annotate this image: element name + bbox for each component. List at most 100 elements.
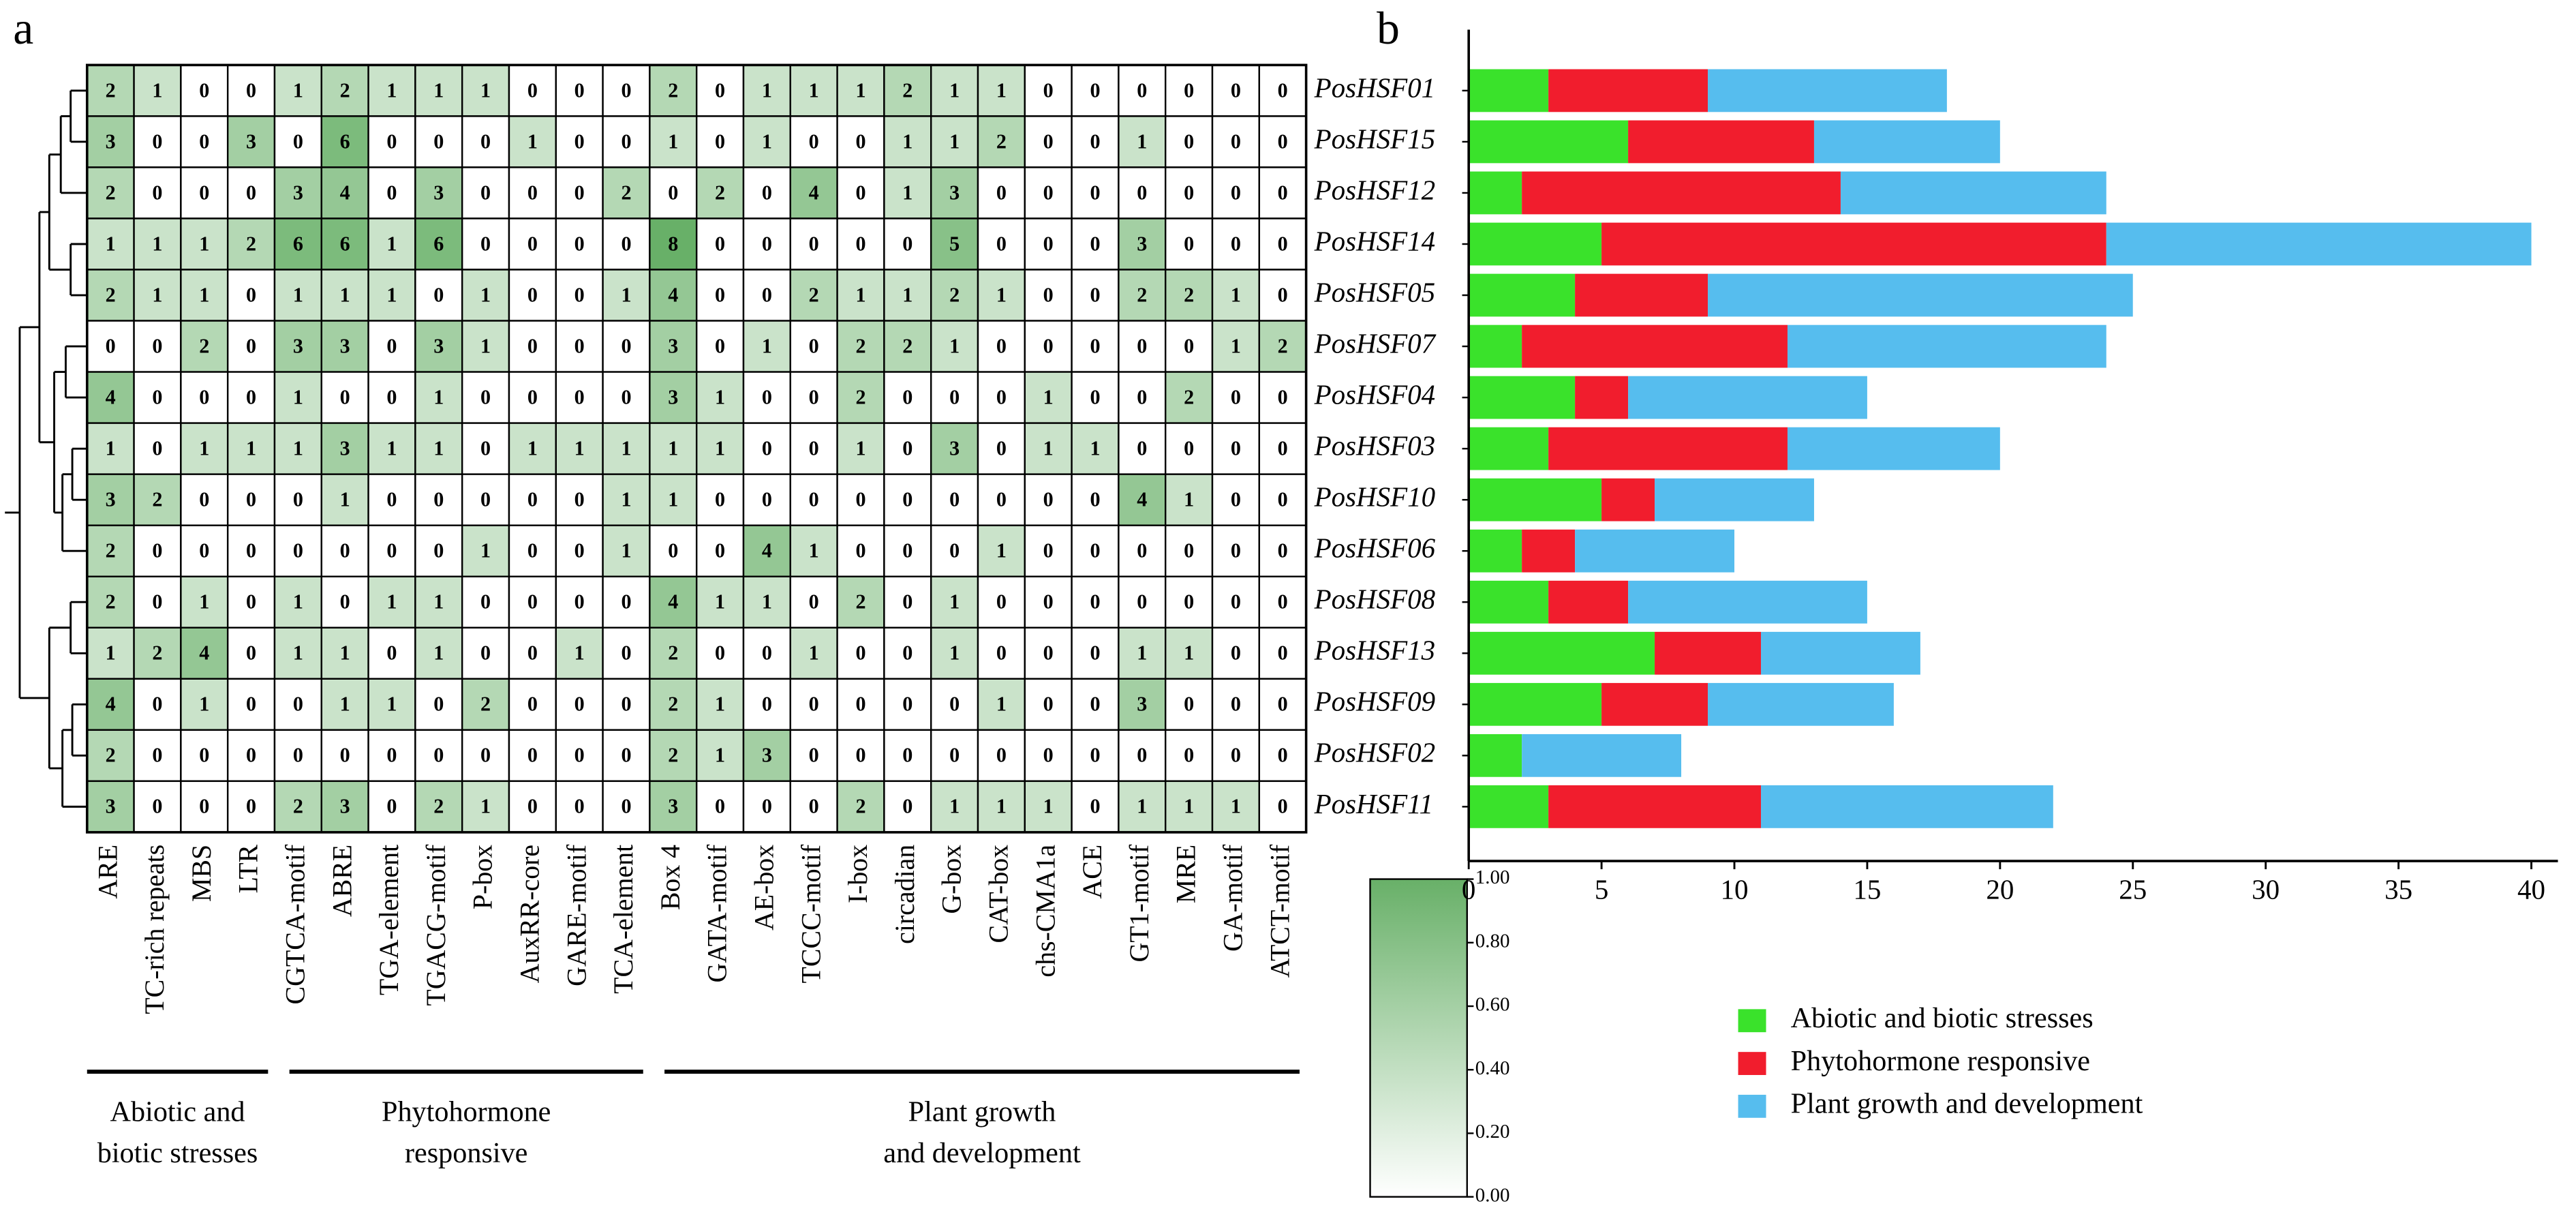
- heatmap-cell: [226, 166, 276, 220]
- cell-value: 0: [996, 334, 1007, 357]
- dendrogram: [5, 89, 87, 808]
- heatmap-cell: [86, 371, 135, 424]
- cell-value: 0: [386, 795, 397, 818]
- cell-value: 0: [1278, 693, 1288, 716]
- cell-value: 1: [949, 334, 960, 357]
- heatmap-cell: [836, 64, 885, 117]
- bar-segment: [1469, 785, 1549, 828]
- cell-value: 3: [668, 795, 678, 818]
- bar-segment: [1708, 682, 1894, 726]
- colorbar: [1369, 878, 1468, 1198]
- bar-segment: [1601, 682, 1708, 726]
- cell-value: 1: [855, 436, 865, 459]
- cell-value: 0: [1137, 590, 1147, 614]
- heatmap-cell: [1118, 678, 1167, 731]
- bar-segment: [1469, 529, 1522, 573]
- cell-value: 1: [902, 181, 913, 204]
- cell-value: 0: [1278, 78, 1288, 102]
- bar-segment: [1522, 733, 1682, 777]
- cell-value: 0: [1231, 130, 1241, 153]
- cell-value: 0: [246, 693, 256, 716]
- cell-value: 0: [715, 283, 725, 306]
- bar-segment: [1575, 529, 1735, 573]
- bar-segment: [1522, 529, 1576, 573]
- cell-value: 2: [152, 641, 162, 665]
- category-label: PosHSF06: [1314, 532, 1436, 564]
- cell-value: 0: [527, 693, 538, 716]
- heatmap-cell: [602, 371, 651, 424]
- cell-value: 1: [715, 385, 725, 408]
- cell-value: 0: [480, 744, 491, 767]
- bar-segment: [1575, 273, 1708, 317]
- cell-value: 1: [949, 130, 960, 153]
- heatmap-cell: [1165, 422, 1214, 475]
- heatmap-cell: [1024, 115, 1073, 168]
- column-label: I-box: [843, 845, 873, 903]
- bar-segment: [1708, 69, 1947, 112]
- cell-value: 0: [1043, 641, 1054, 665]
- heatmap-cell: [555, 422, 604, 475]
- cell-value: 0: [480, 232, 491, 255]
- cell-value: 0: [293, 487, 303, 511]
- cell-value: 0: [480, 436, 491, 459]
- heatmap-cell: [1258, 422, 1307, 475]
- cell-value: 0: [246, 641, 256, 665]
- cell-value: 0: [1137, 78, 1147, 102]
- heatmap-cell: [367, 217, 416, 271]
- bar-segment: [1760, 631, 1920, 675]
- legend-label: Abiotic and biotic stresses: [1791, 1002, 2094, 1034]
- cell-value: 0: [949, 693, 960, 716]
- heatmap-cell: [883, 780, 932, 834]
- heatmap-cell: [742, 166, 791, 220]
- bar-segment: [1469, 171, 1522, 215]
- column-label: AE-box: [750, 845, 780, 931]
- cell-value: 0: [809, 693, 819, 716]
- cell-value: 1: [949, 641, 960, 665]
- heatmap-cell: [226, 320, 276, 373]
- cell-value: 0: [1278, 590, 1288, 614]
- heatmap-cell: [1071, 626, 1120, 680]
- cell-value: 0: [574, 539, 585, 562]
- cell-value: 6: [293, 232, 303, 255]
- cell-value: 0: [480, 181, 491, 204]
- heatmap-cell: [461, 166, 510, 220]
- cell-value: 1: [527, 130, 538, 153]
- cell-value: 0: [809, 130, 819, 153]
- heatmap-cell: [320, 678, 369, 731]
- colorbar-tick-label: 0.80: [1475, 930, 1510, 952]
- heatmap-cell: [1211, 371, 1261, 424]
- category-label: PosHSF03: [1314, 430, 1435, 462]
- cell-value: 0: [1090, 539, 1100, 562]
- bar-segment: [1469, 376, 1576, 419]
- cell-value: 1: [762, 334, 772, 357]
- heatmap-cell: [930, 320, 979, 373]
- heatmap-cell: [461, 320, 510, 373]
- cell-value: 1: [433, 436, 444, 459]
- heatmap-cell: [836, 269, 885, 322]
- cell-value: 0: [996, 590, 1007, 614]
- heatmap-cell: [1165, 166, 1214, 220]
- cell-value: 2: [902, 334, 913, 357]
- heatmap-cell: [789, 524, 838, 577]
- cell-value: 0: [621, 78, 631, 102]
- heatmap-cell: [1165, 115, 1214, 168]
- heatmap-cell: [508, 371, 557, 424]
- cell-value: 1: [996, 78, 1007, 102]
- bar-segment: [1469, 631, 1655, 675]
- colorbar-tick-label: 0.00: [1475, 1184, 1510, 1206]
- heatmap-cell: [1211, 422, 1261, 475]
- cell-value: 0: [762, 283, 772, 306]
- cell-value: 0: [809, 590, 819, 614]
- cell-value: 1: [433, 385, 444, 408]
- cell-value: 0: [480, 641, 491, 665]
- heatmap-cell: [602, 524, 651, 577]
- bar-segment: [1469, 478, 1602, 521]
- heatmap-cell: [273, 780, 322, 834]
- cell-value: 0: [1090, 181, 1100, 204]
- heatmap-cell: [1024, 217, 1073, 271]
- cell-value: 3: [433, 334, 444, 357]
- heatmap-cell: [1024, 678, 1073, 731]
- cell-value: 0: [949, 385, 960, 408]
- cell-value: 0: [574, 334, 585, 357]
- heatmap-cell: [1071, 473, 1120, 526]
